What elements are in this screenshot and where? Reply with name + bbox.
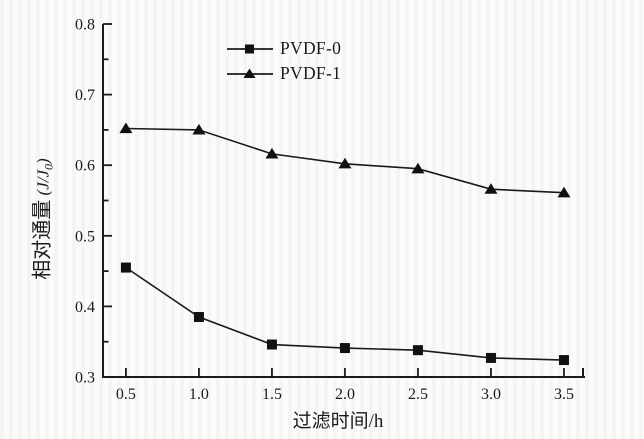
- triangle-marker: [484, 183, 498, 194]
- legend-item-pvdf-0: PVDF-0: [227, 36, 341, 61]
- series-pvdf-1: [119, 122, 571, 198]
- x-axis-title: 过滤时间/h: [292, 411, 384, 432]
- triangle-marker: [557, 186, 571, 198]
- x-tick-label: 3.0: [481, 386, 501, 403]
- legend: PVDF-0 PVDF-1: [227, 36, 341, 86]
- square-marker: [193, 311, 204, 322]
- axis-frame: [102, 24, 585, 378]
- y-axis-title-text: 相对通量: [31, 199, 54, 280]
- tick-labels: 0.3 0.4 0.5 0.6 0.7 0.8 0.5 1.0 1.5 2.0 2.5 3.0 3.5: [75, 17, 574, 404]
- triangle-marker: [411, 162, 425, 174]
- legend-label: PVDF-0: [280, 37, 342, 58]
- y-tick-label: 0.4: [75, 299, 95, 316]
- x-tick-label: 2.0: [335, 386, 355, 403]
- x-tick-label: 2.5: [408, 386, 428, 403]
- y-axis-title: 相对通量 (J/J0): [25, 158, 56, 279]
- square-marker: [120, 262, 131, 273]
- square-marker: [485, 352, 496, 363]
- square-marker: [339, 343, 350, 354]
- triangle-marker: [119, 122, 133, 134]
- square-marker: [558, 355, 569, 366]
- square-marker: [266, 339, 277, 350]
- x-tick-label: 1.5: [262, 386, 282, 403]
- legend-label: PVDF-1: [280, 62, 342, 83]
- legend-triangle-marker-icon: [227, 68, 273, 78]
- x-tick-label: 1.0: [189, 386, 209, 403]
- x-tick-label: 0.5: [116, 386, 136, 403]
- ticks: [103, 23, 565, 378]
- legend-square-marker-icon: [227, 44, 273, 53]
- series-pvdf-0: [120, 262, 569, 366]
- y-tick-label: 0.7: [75, 87, 95, 104]
- x-tick-label: 3.5: [554, 386, 574, 403]
- triangle-marker: [265, 147, 279, 159]
- triangle-marker: [192, 123, 206, 135]
- axes: [102, 24, 585, 378]
- triangle-marker: [338, 157, 352, 169]
- y-tick-label: 0.5: [75, 228, 95, 245]
- y-tick-label: 0.6: [75, 158, 95, 175]
- y-tick-label: 0.3: [75, 370, 95, 387]
- square-marker: [412, 345, 423, 356]
- legend-item-pvdf-1: PVDF-1: [227, 61, 341, 86]
- y-axis-title-unit: (J/J0): [33, 158, 56, 200]
- y-tick-label: 0.8: [75, 17, 95, 34]
